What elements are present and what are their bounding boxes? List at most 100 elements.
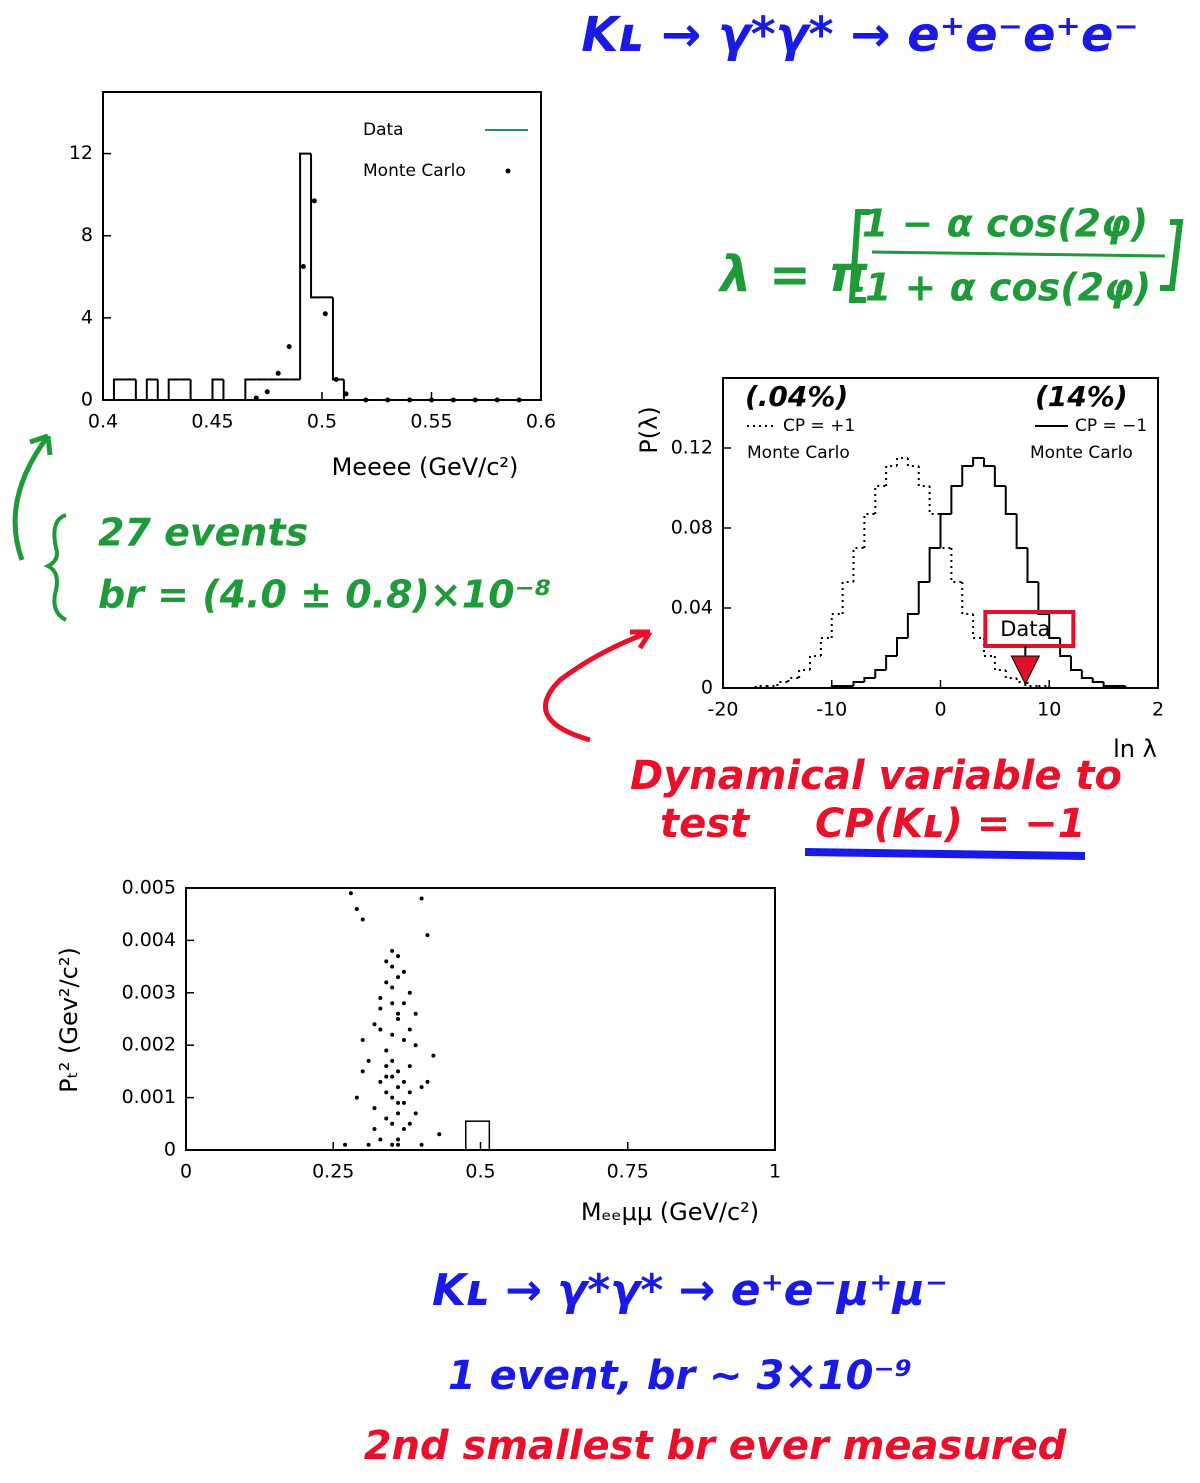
scatter-point xyxy=(401,1100,406,1105)
marker-arrowhead xyxy=(1010,655,1041,686)
x-tick-label: 0.75 xyxy=(607,1161,649,1183)
histogram-bin xyxy=(134,379,147,401)
histogram-bin xyxy=(299,152,312,380)
scatter-point xyxy=(372,1106,377,1111)
scatter-point xyxy=(401,1127,406,1132)
histogram-bin xyxy=(244,378,257,400)
signal-box xyxy=(465,1120,491,1151)
histogram-bin xyxy=(1080,670,1093,679)
histogram-bin xyxy=(852,681,865,686)
scatter-point xyxy=(437,1132,442,1137)
legend-label: Monte Carlo xyxy=(363,161,466,181)
scatter-point xyxy=(413,1043,418,1048)
bracket xyxy=(848,209,1184,303)
scatter-point xyxy=(390,948,395,953)
y-tick-label: 0.001 xyxy=(122,1086,176,1108)
mc-point xyxy=(450,397,456,403)
mc-point xyxy=(343,391,349,397)
mc-point xyxy=(275,370,281,376)
mc-point xyxy=(516,397,522,403)
scatter-point xyxy=(384,1048,389,1053)
x-tick-label: 0.45 xyxy=(191,411,233,433)
mc-point xyxy=(494,397,500,403)
histogram-bin xyxy=(874,485,887,514)
scatter-point xyxy=(390,1121,395,1126)
scatter-point xyxy=(425,933,430,938)
scatter-point xyxy=(401,1001,406,1006)
scatter-point xyxy=(360,1069,365,1074)
x-tick-label: -10 xyxy=(816,699,847,721)
y-tick-label: 0.04 xyxy=(671,597,713,619)
y-tick-label: 0.002 xyxy=(122,1034,176,1056)
fraction-bar xyxy=(871,250,1166,258)
histogram-bin xyxy=(928,547,941,582)
y-tick-label: 0.12 xyxy=(671,437,713,459)
histogram-bin xyxy=(863,513,876,548)
mc-point xyxy=(333,376,339,382)
legend-marker xyxy=(505,168,511,174)
histogram-bin xyxy=(1124,686,1137,689)
histogram-bin xyxy=(993,466,1006,487)
histogram-bin xyxy=(776,681,789,686)
histogram-bin xyxy=(906,613,919,638)
title: Kʟ → γ*γ* → e⁺e⁻e⁺e⁻ xyxy=(581,7,1139,63)
x-tick-label: 0.55 xyxy=(410,411,452,433)
histogram-bin xyxy=(1015,514,1028,549)
scatter-point xyxy=(384,1074,389,1079)
x-tick-label: 0.4 xyxy=(88,411,118,433)
x-tick-label: -20 xyxy=(707,699,738,721)
histogram-bin xyxy=(830,685,843,688)
x-tick-label: 1 xyxy=(769,1161,781,1183)
scatter-point xyxy=(396,1100,401,1105)
scatter-point xyxy=(390,1058,395,1063)
underline xyxy=(804,848,1086,860)
histogram-bin xyxy=(950,548,963,583)
histogram-bin xyxy=(896,457,908,466)
histogram-bin xyxy=(983,458,995,467)
scatter-point xyxy=(413,1011,418,1016)
y-tick-label: 0 xyxy=(81,389,93,411)
scatter-point xyxy=(396,1137,401,1142)
legend-note: Monte Carlo xyxy=(747,443,850,463)
x-tick-label: 10 xyxy=(1037,699,1061,721)
histogram-bin xyxy=(1102,682,1115,687)
formula-lhs: λ = π xyxy=(717,246,868,304)
histogram-bin xyxy=(939,514,952,549)
histogram-bin xyxy=(917,581,930,614)
scatter-point xyxy=(384,980,389,985)
scatter-point xyxy=(372,1022,377,1027)
scatter-point xyxy=(396,975,401,980)
scatter-point xyxy=(348,891,353,896)
histogram-bin xyxy=(342,379,355,401)
scatter-point xyxy=(390,1142,395,1147)
events2: 1 event, br ~ 3×10⁻⁹ xyxy=(448,1353,912,1399)
scatter-point xyxy=(378,996,383,1001)
histogram-bin xyxy=(950,485,963,514)
y-axis-label: Pₜ² (Gev²/c²) xyxy=(55,947,83,1093)
histogram-bin xyxy=(961,465,974,486)
x-tick-label: 0 xyxy=(934,699,946,721)
x-tick-label: 2 xyxy=(1152,699,1164,721)
histogram-bin xyxy=(993,656,1006,671)
scatter-point xyxy=(401,969,406,974)
arrow xyxy=(12,433,53,561)
x-tick-label: 0 xyxy=(180,1161,192,1183)
histogram-bin xyxy=(809,655,821,670)
scatter-point xyxy=(407,1027,412,1032)
marker-box xyxy=(983,610,1076,648)
scatter-point xyxy=(396,1111,401,1116)
scatter-point xyxy=(419,1085,424,1090)
histogram-bin xyxy=(961,582,974,615)
scatter-point xyxy=(396,1085,401,1090)
dynamical-text: test xyxy=(660,801,751,847)
scatter-point xyxy=(366,1142,371,1147)
scatter-point xyxy=(407,1121,412,1126)
scatter-point xyxy=(396,1017,401,1021)
scatter-point xyxy=(390,985,395,990)
branching: br = (4.0 ± 0.8)×10⁻⁸ xyxy=(98,573,551,617)
scatter-point xyxy=(384,1116,389,1121)
histogram-bin xyxy=(1091,678,1104,683)
scatter-point xyxy=(390,1095,395,1100)
mc-point xyxy=(264,389,270,395)
